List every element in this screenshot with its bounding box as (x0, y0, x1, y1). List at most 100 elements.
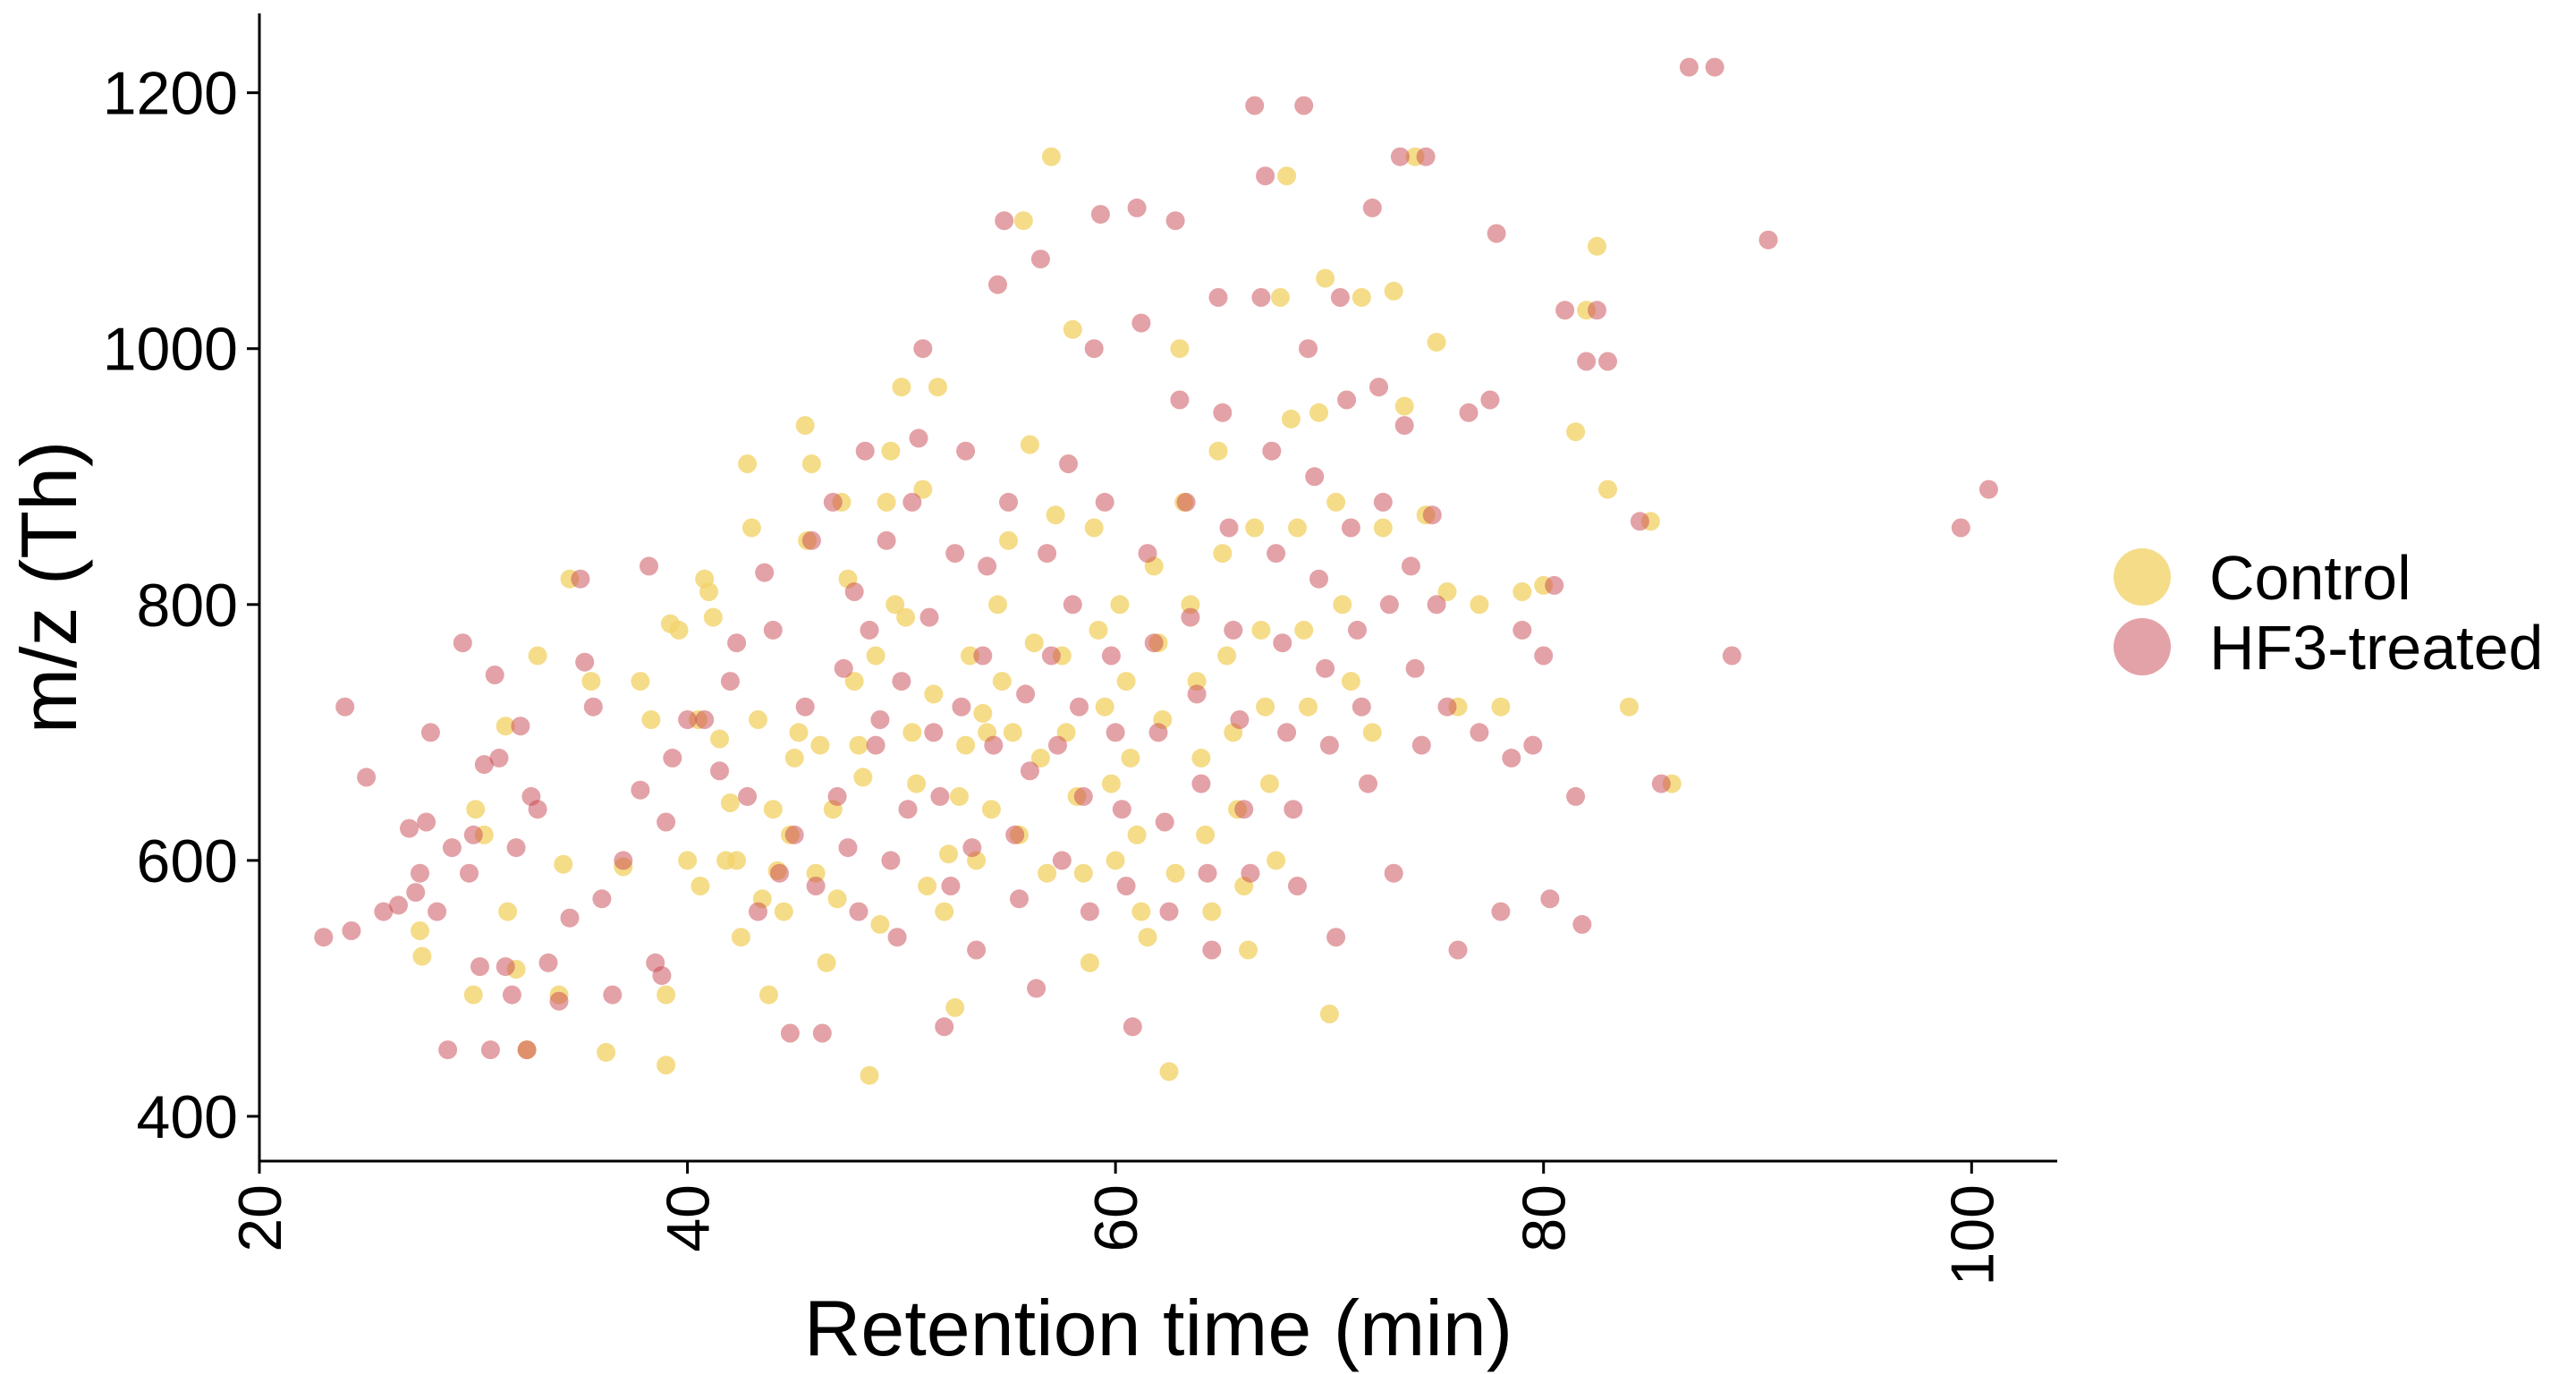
data-point (827, 889, 847, 909)
data-point (1480, 390, 1500, 410)
data-point (496, 717, 515, 736)
data-point (939, 844, 958, 864)
data-point (1224, 620, 1243, 640)
data-point (498, 902, 518, 921)
data-point (870, 914, 890, 934)
data-point (1405, 658, 1425, 678)
data-point (1159, 1062, 1179, 1081)
data-point (945, 997, 965, 1017)
data-point (1165, 863, 1185, 883)
data-point (1487, 224, 1506, 243)
data-point (1427, 333, 1446, 352)
data-point (827, 786, 847, 806)
data-point (930, 786, 950, 806)
data-point (1341, 518, 1360, 538)
data-point (1245, 96, 1265, 115)
data-point (1038, 544, 1057, 564)
data-point (1502, 748, 1521, 768)
data-point (1191, 748, 1211, 768)
data-point (1394, 396, 1414, 416)
data-point (1369, 377, 1388, 397)
data-point (1176, 492, 1196, 512)
data-point (1256, 166, 1275, 186)
data-point (896, 607, 916, 627)
data-point (1267, 851, 1286, 870)
data-point (1577, 352, 1597, 371)
data-point (1341, 672, 1360, 691)
data-point (1202, 902, 1222, 921)
data-point (511, 717, 530, 736)
series-control (411, 147, 1682, 1085)
legend-key (2114, 548, 2171, 606)
data-point (1330, 288, 1350, 307)
data-point (913, 339, 933, 359)
data-point (1352, 697, 1371, 717)
data-point (928, 377, 947, 397)
data-point (759, 985, 778, 1005)
data-point (1187, 684, 1207, 704)
data-point (1470, 595, 1489, 615)
data-point (614, 851, 633, 870)
data-point (978, 556, 997, 576)
data-point (823, 492, 843, 512)
data-point (988, 595, 1007, 615)
data-point (460, 863, 479, 883)
data-point (860, 1065, 879, 1085)
data-point (999, 530, 1018, 550)
data-point (1241, 863, 1260, 883)
data-point (1106, 851, 1125, 870)
data-point (1016, 684, 1036, 704)
data-point (1390, 147, 1410, 166)
data-point (1138, 544, 1157, 564)
data-point (506, 838, 526, 858)
data-point (1309, 569, 1328, 589)
data-point (849, 735, 869, 755)
data-point (941, 877, 961, 895)
data-point (1090, 205, 1110, 225)
data-point (855, 441, 875, 461)
data-point (892, 377, 911, 397)
data-point (784, 825, 804, 844)
data-point (496, 957, 515, 977)
data-point (1705, 57, 1724, 77)
data-point (389, 895, 408, 915)
data-point (1401, 556, 1420, 576)
data-point (1384, 863, 1403, 883)
data-point (853, 768, 873, 787)
data-point (801, 454, 821, 473)
data-point (485, 666, 504, 684)
data-point (999, 492, 1018, 512)
data-point (950, 786, 969, 806)
data-point (517, 1040, 537, 1060)
data-point (428, 902, 447, 921)
data-point (657, 812, 676, 832)
data-point (592, 889, 612, 909)
data-point (1566, 422, 1586, 442)
data-point (420, 723, 440, 742)
data-point (892, 672, 911, 691)
data-point (1679, 57, 1699, 77)
data-point (1095, 697, 1114, 717)
data-point (1333, 595, 1352, 615)
data-point (1305, 467, 1325, 487)
data-point (374, 902, 394, 921)
data-point (1319, 735, 1339, 755)
data-point (631, 672, 650, 691)
axes: 400 600 800 1000 1200 20 40 60 80 100 (103, 13, 2057, 1285)
data-point (866, 735, 886, 755)
plot-points (314, 57, 1998, 1085)
data-point (1080, 953, 1099, 972)
data-point (1630, 512, 1649, 531)
data-point (1523, 735, 1543, 755)
data-point (738, 786, 758, 806)
data-point (844, 672, 864, 691)
data-point (902, 723, 922, 742)
data-point (1003, 723, 1022, 742)
data-point (1284, 800, 1303, 819)
data-point (962, 838, 982, 858)
data-point (581, 672, 601, 691)
data-point (935, 902, 954, 921)
data-point (1131, 902, 1151, 921)
data-point (967, 940, 987, 960)
